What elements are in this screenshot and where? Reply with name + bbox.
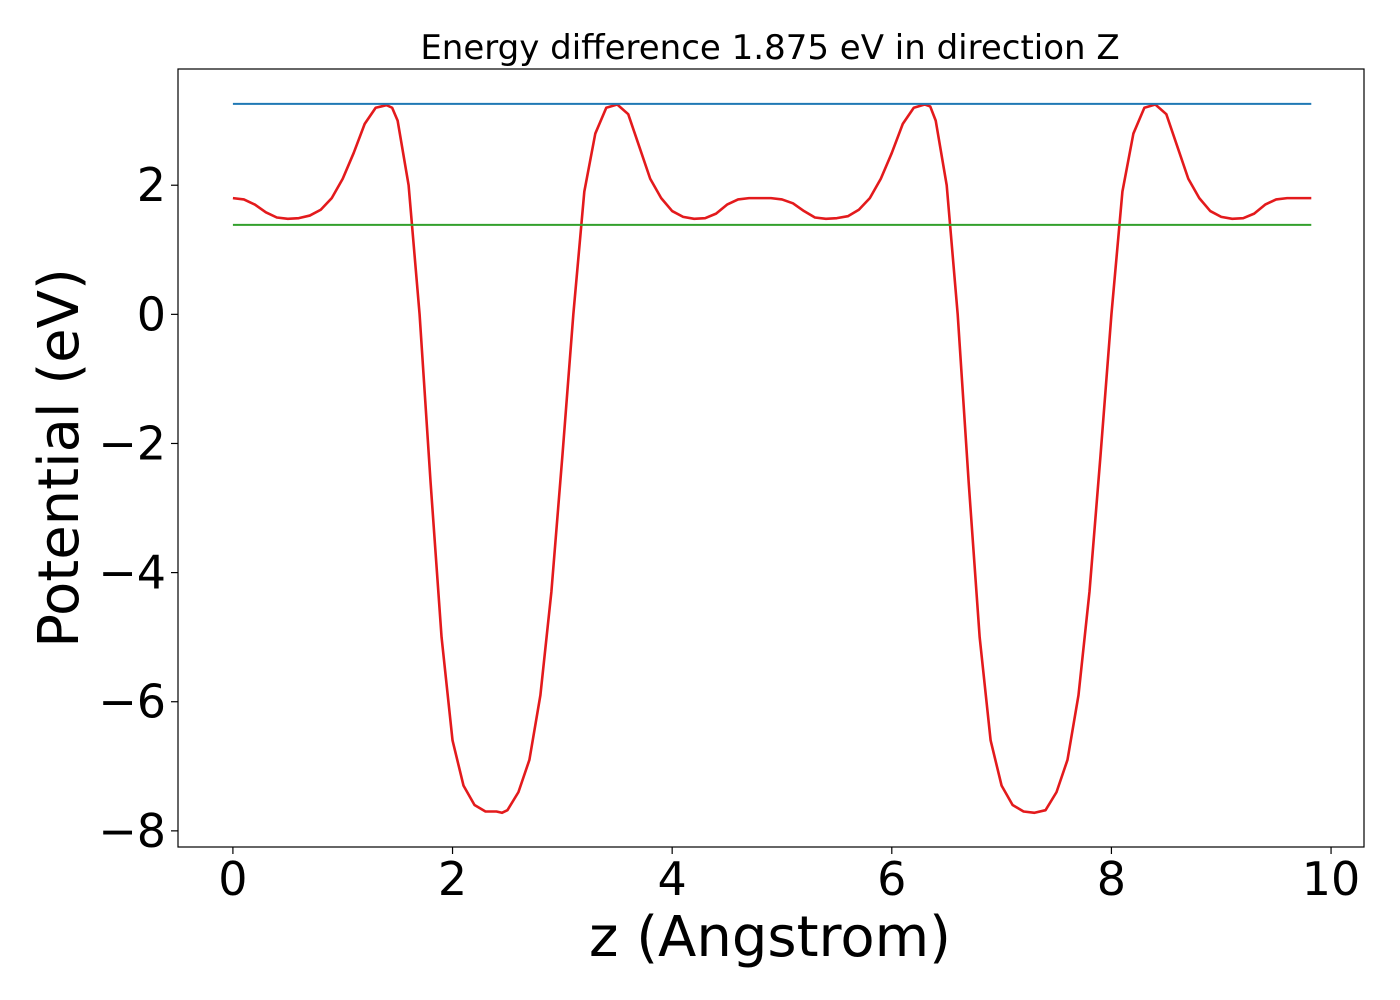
y-axis: −8 −6 −4 −2 0 2: [98, 158, 178, 858]
x-tick-label: 0: [218, 852, 247, 906]
y-tick-label: 0: [137, 287, 166, 341]
y-tick-label: −4: [98, 546, 166, 600]
series-line-1: [232, 103, 1312, 815]
x-tick-label: 2: [438, 852, 467, 906]
series-layer: [232, 102, 1312, 815]
y-tick-label: −8: [98, 804, 166, 858]
x-axis-label: z (Angstrom): [589, 905, 951, 970]
y-tick-label: −2: [98, 416, 166, 470]
x-tick-label: 6: [877, 852, 906, 906]
x-tick-label: 4: [658, 852, 687, 906]
x-tick-label: 10: [1302, 852, 1361, 906]
y-axis-label: Potential (eV): [27, 268, 92, 648]
y-tick-label: 2: [137, 158, 166, 212]
x-tick-label: 8: [1097, 852, 1126, 906]
x-axis: 0 2 4 6 8 10: [218, 847, 1360, 906]
plot-frame: [177, 68, 1365, 848]
chart-title: Energy difference 1.875 eV in direction …: [420, 28, 1119, 68]
y-tick-label: −6: [98, 675, 166, 729]
